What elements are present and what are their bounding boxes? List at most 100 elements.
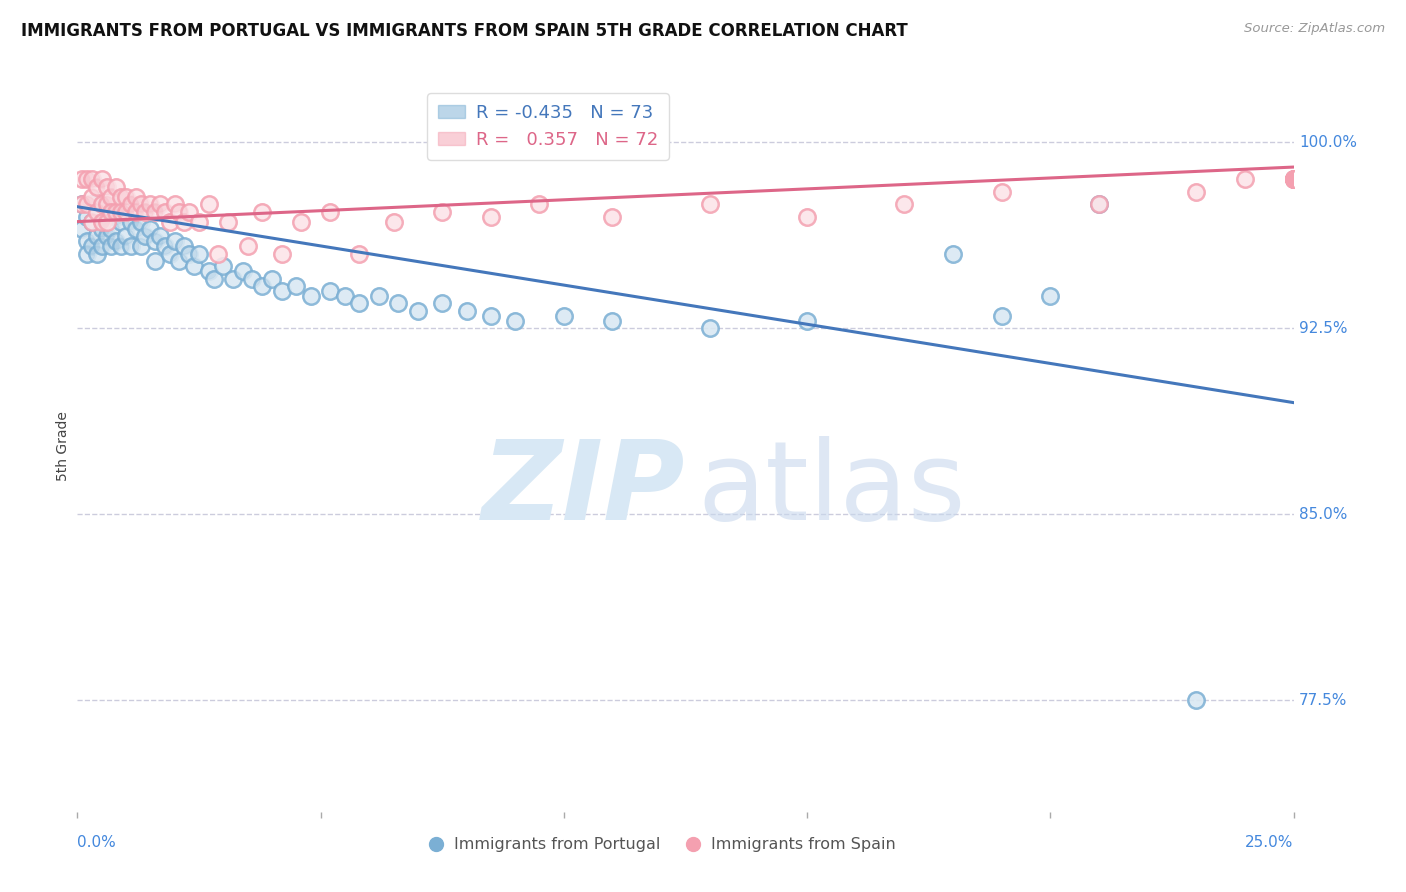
Point [96,197,118,211]
Point [368,289,391,303]
Point [699,197,721,211]
Point [159,247,181,261]
Point [115,204,138,219]
Point [173,239,195,253]
Point [80,239,103,253]
Point [96,210,118,224]
Text: 92.5%: 92.5% [1299,321,1347,335]
Point [456,304,478,318]
Point [120,214,142,228]
Point [430,204,453,219]
Point [125,222,148,236]
Point [382,214,405,228]
Point [319,284,342,298]
Point [479,309,502,323]
Point [207,247,229,261]
Point [553,309,575,323]
Point [125,190,148,204]
Point [1088,197,1111,211]
Point [188,214,211,228]
Point [70,197,93,211]
Point [139,222,162,236]
Point [115,190,138,204]
Point [96,229,118,244]
Point [80,197,103,211]
Point [96,214,118,228]
Point [105,235,128,249]
Point [1282,172,1305,186]
Text: ZIP: ZIP [482,436,686,543]
Point [76,210,98,224]
Point [349,247,371,261]
Point [100,204,122,219]
Point [1282,172,1305,186]
Point [100,222,122,236]
Point [120,239,142,253]
Point [90,197,112,211]
Point [368,289,391,303]
Point [1282,172,1305,186]
Point [236,239,259,253]
Point [1088,197,1111,211]
Point [319,284,342,298]
Point [143,235,166,249]
Point [406,304,429,318]
Point [90,197,112,211]
Point [1185,185,1208,199]
Point [260,271,283,285]
Point [120,239,142,253]
Point [86,229,108,244]
Point [179,204,201,219]
Point [188,247,211,261]
Point [149,197,172,211]
Point [1282,172,1305,186]
Point [1282,172,1305,186]
Point [80,214,103,228]
Point [1282,172,1305,186]
Point [120,214,142,228]
Point [163,197,186,211]
Point [236,239,259,253]
Point [1088,197,1111,211]
Point [299,289,322,303]
Point [153,204,176,219]
Point [100,204,122,219]
Point [110,190,132,204]
Point [70,197,93,211]
Point [553,309,575,323]
Point [100,190,122,204]
Point [120,197,142,211]
Point [100,239,122,253]
Point [285,279,308,293]
Point [188,214,211,228]
Point [110,239,132,253]
Point [86,204,108,219]
Point [197,197,219,211]
Point [430,296,453,310]
Point [990,185,1012,199]
Point [139,197,162,211]
Point [456,304,478,318]
Point [134,204,156,219]
Point [232,264,254,278]
Point [76,197,98,211]
Point [105,210,128,224]
Point [387,296,409,310]
Point [173,239,195,253]
Point [319,204,342,219]
Point [1282,172,1305,186]
Point [222,271,245,285]
Point [173,214,195,228]
Point [197,264,219,278]
Point [80,214,103,228]
Point [1282,172,1305,186]
Point [1282,172,1305,186]
Point [70,222,93,236]
Point [796,314,818,328]
Point [197,264,219,278]
Point [217,214,239,228]
Point [149,229,172,244]
Point [602,314,624,328]
Point [1282,172,1305,186]
Point [699,321,721,335]
